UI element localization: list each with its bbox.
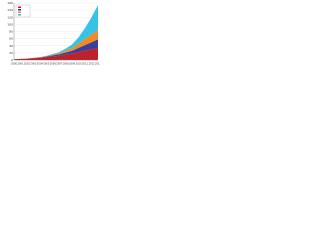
x-tick-label: 2006 — [50, 63, 57, 66]
legend-swatch — [18, 14, 21, 16]
area — [14, 47, 98, 60]
y-tick-label: 120 — [7, 15, 13, 19]
x-tick-label: 2009 — [69, 63, 76, 66]
y-tick-label: 20 — [9, 51, 13, 55]
y-tick-label: 40 — [9, 44, 13, 48]
y-tick-label: 140 — [7, 8, 13, 12]
x-tick-label: 2001 — [17, 63, 24, 66]
x-tick-label: 2002 — [24, 63, 31, 66]
area — [14, 39, 98, 60]
y-tick-label: 100 — [7, 22, 13, 26]
y-tick-label: 60 — [9, 37, 13, 41]
y-tick-label: 0 — [11, 58, 13, 62]
legend-swatch — [18, 6, 21, 9]
x-tick-label: 2011 — [82, 63, 89, 66]
x-tick-label: 2008 — [63, 63, 70, 66]
x-tick-label: 2000 — [11, 63, 18, 66]
x-tick-label: 2003 — [30, 63, 37, 66]
y-tick-label: 160 — [7, 1, 13, 5]
x-tick-label: 2004 — [37, 63, 44, 66]
x-tick-label: 2007 — [56, 63, 63, 66]
y-tick-label: 80 — [9, 30, 13, 34]
area — [14, 30, 98, 60]
x-tick-label: 2013 — [95, 63, 100, 66]
legend-swatch — [18, 9, 21, 11]
x-tick-label: 2005 — [43, 63, 50, 66]
x-tick-label: 2010 — [76, 63, 83, 66]
x-tick-label: 2012 — [88, 63, 95, 66]
legend-swatch — [18, 11, 21, 14]
